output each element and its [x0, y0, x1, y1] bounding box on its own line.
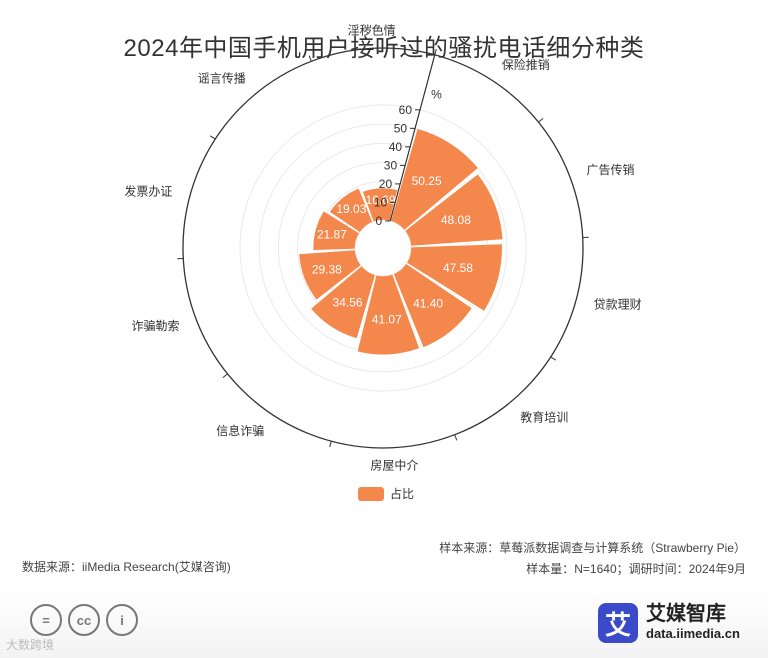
- angle-tick: [308, 55, 312, 62]
- sample-source: 样本来源：草莓派数据调查与计算系统（Strawberry Pie）: [439, 541, 746, 555]
- bar-教育培训: [393, 263, 473, 348]
- radial-tick-label: 40: [389, 140, 403, 154]
- bar-信息诈骗: [310, 265, 376, 339]
- license-icons: = cc i: [30, 604, 138, 636]
- radial-tick-label: 60: [399, 103, 413, 117]
- radial-tick-label: 0: [376, 214, 383, 228]
- value-label: 16.69: [365, 193, 395, 207]
- value-label: 29.38: [312, 263, 342, 277]
- bar-贷款理财: [406, 243, 503, 312]
- bar-谣言传播: [329, 187, 373, 233]
- radial-tick-label: 10: [374, 195, 388, 209]
- legend-label: 占比: [390, 487, 415, 501]
- category-label: 广告传销: [587, 162, 635, 177]
- category-label: 教育培训: [520, 409, 568, 424]
- radial-tick-label: 50: [394, 121, 408, 135]
- grid-ring: [258, 123, 508, 373]
- legend-swatch: [358, 486, 384, 501]
- bar-广告传销: [404, 173, 504, 247]
- brand: 艾 艾媒智库 data.iimedia.cn: [598, 603, 740, 643]
- bar-发票办证: [312, 210, 360, 251]
- cc-icon: cc: [68, 604, 100, 636]
- radial-tick-label: 20: [379, 177, 393, 191]
- value-label: 19.03: [336, 202, 366, 216]
- angle-tick: [222, 373, 228, 379]
- value-label: 50.25: [412, 174, 442, 188]
- nd-icon: =: [30, 604, 62, 636]
- category-label: 谣言传播: [198, 71, 246, 86]
- value-label: 48.08: [441, 213, 471, 227]
- category-label: 诈骗勒索: [131, 318, 179, 333]
- bar-保险推销: [390, 128, 479, 231]
- value-label: 21.87: [317, 227, 347, 241]
- radial-axis: [389, 54, 436, 222]
- category-label: 房屋中介: [370, 458, 418, 473]
- angle-tick: [538, 117, 544, 123]
- sample-info-block: 样本来源：草莓派数据调查与计算系统（Strawberry Pie） 样本量：N=…: [439, 538, 746, 580]
- value-label: 34.56: [333, 296, 363, 310]
- brand-logo: 艾: [598, 603, 638, 643]
- grid-ring: [239, 104, 527, 392]
- legend[interactable]: 占比: [358, 485, 414, 502]
- angle-tick: [209, 135, 216, 140]
- radial-unit: %: [431, 87, 442, 101]
- value-label: 47.58: [443, 261, 473, 275]
- angle-tick: [550, 356, 557, 361]
- category-label: 淫秽色情: [348, 23, 396, 37]
- brand-site: data.iimedia.cn: [646, 626, 740, 641]
- angle-tick: [454, 434, 458, 441]
- brand-name: 艾媒智库: [646, 603, 726, 625]
- category-label: 信息诈骗: [216, 423, 264, 438]
- value-label: 41.07: [372, 312, 402, 326]
- bar-淫秽色情: [362, 187, 398, 222]
- attribution-icon: i: [106, 604, 138, 636]
- category-label: 发票办证: [124, 184, 172, 199]
- bar-房屋中介: [357, 274, 420, 355]
- value-label: 41.40: [413, 297, 443, 311]
- radial-tick-label: 30: [384, 158, 398, 172]
- angle-tick: [329, 441, 332, 448]
- watermark: 大数跨境: [6, 638, 55, 652]
- category-label: 贷款理财: [594, 297, 642, 311]
- category-label: 保险推销: [502, 57, 550, 72]
- outer-ring: [182, 47, 584, 449]
- data-source: 数据来源：iiMedia Research(艾媒咨询): [22, 560, 231, 574]
- angle-tick: [434, 48, 437, 55]
- bar-诈骗勒索: [298, 249, 362, 301]
- polar-bar-chart: 50.25 48.08 47.58 41.40 41.07 34.56 29.38 21.87…: [124, 23, 642, 473]
- sample-size: 样本量：N=1640；调研时间：2024年9月: [526, 562, 746, 576]
- inner-ring: [354, 219, 412, 277]
